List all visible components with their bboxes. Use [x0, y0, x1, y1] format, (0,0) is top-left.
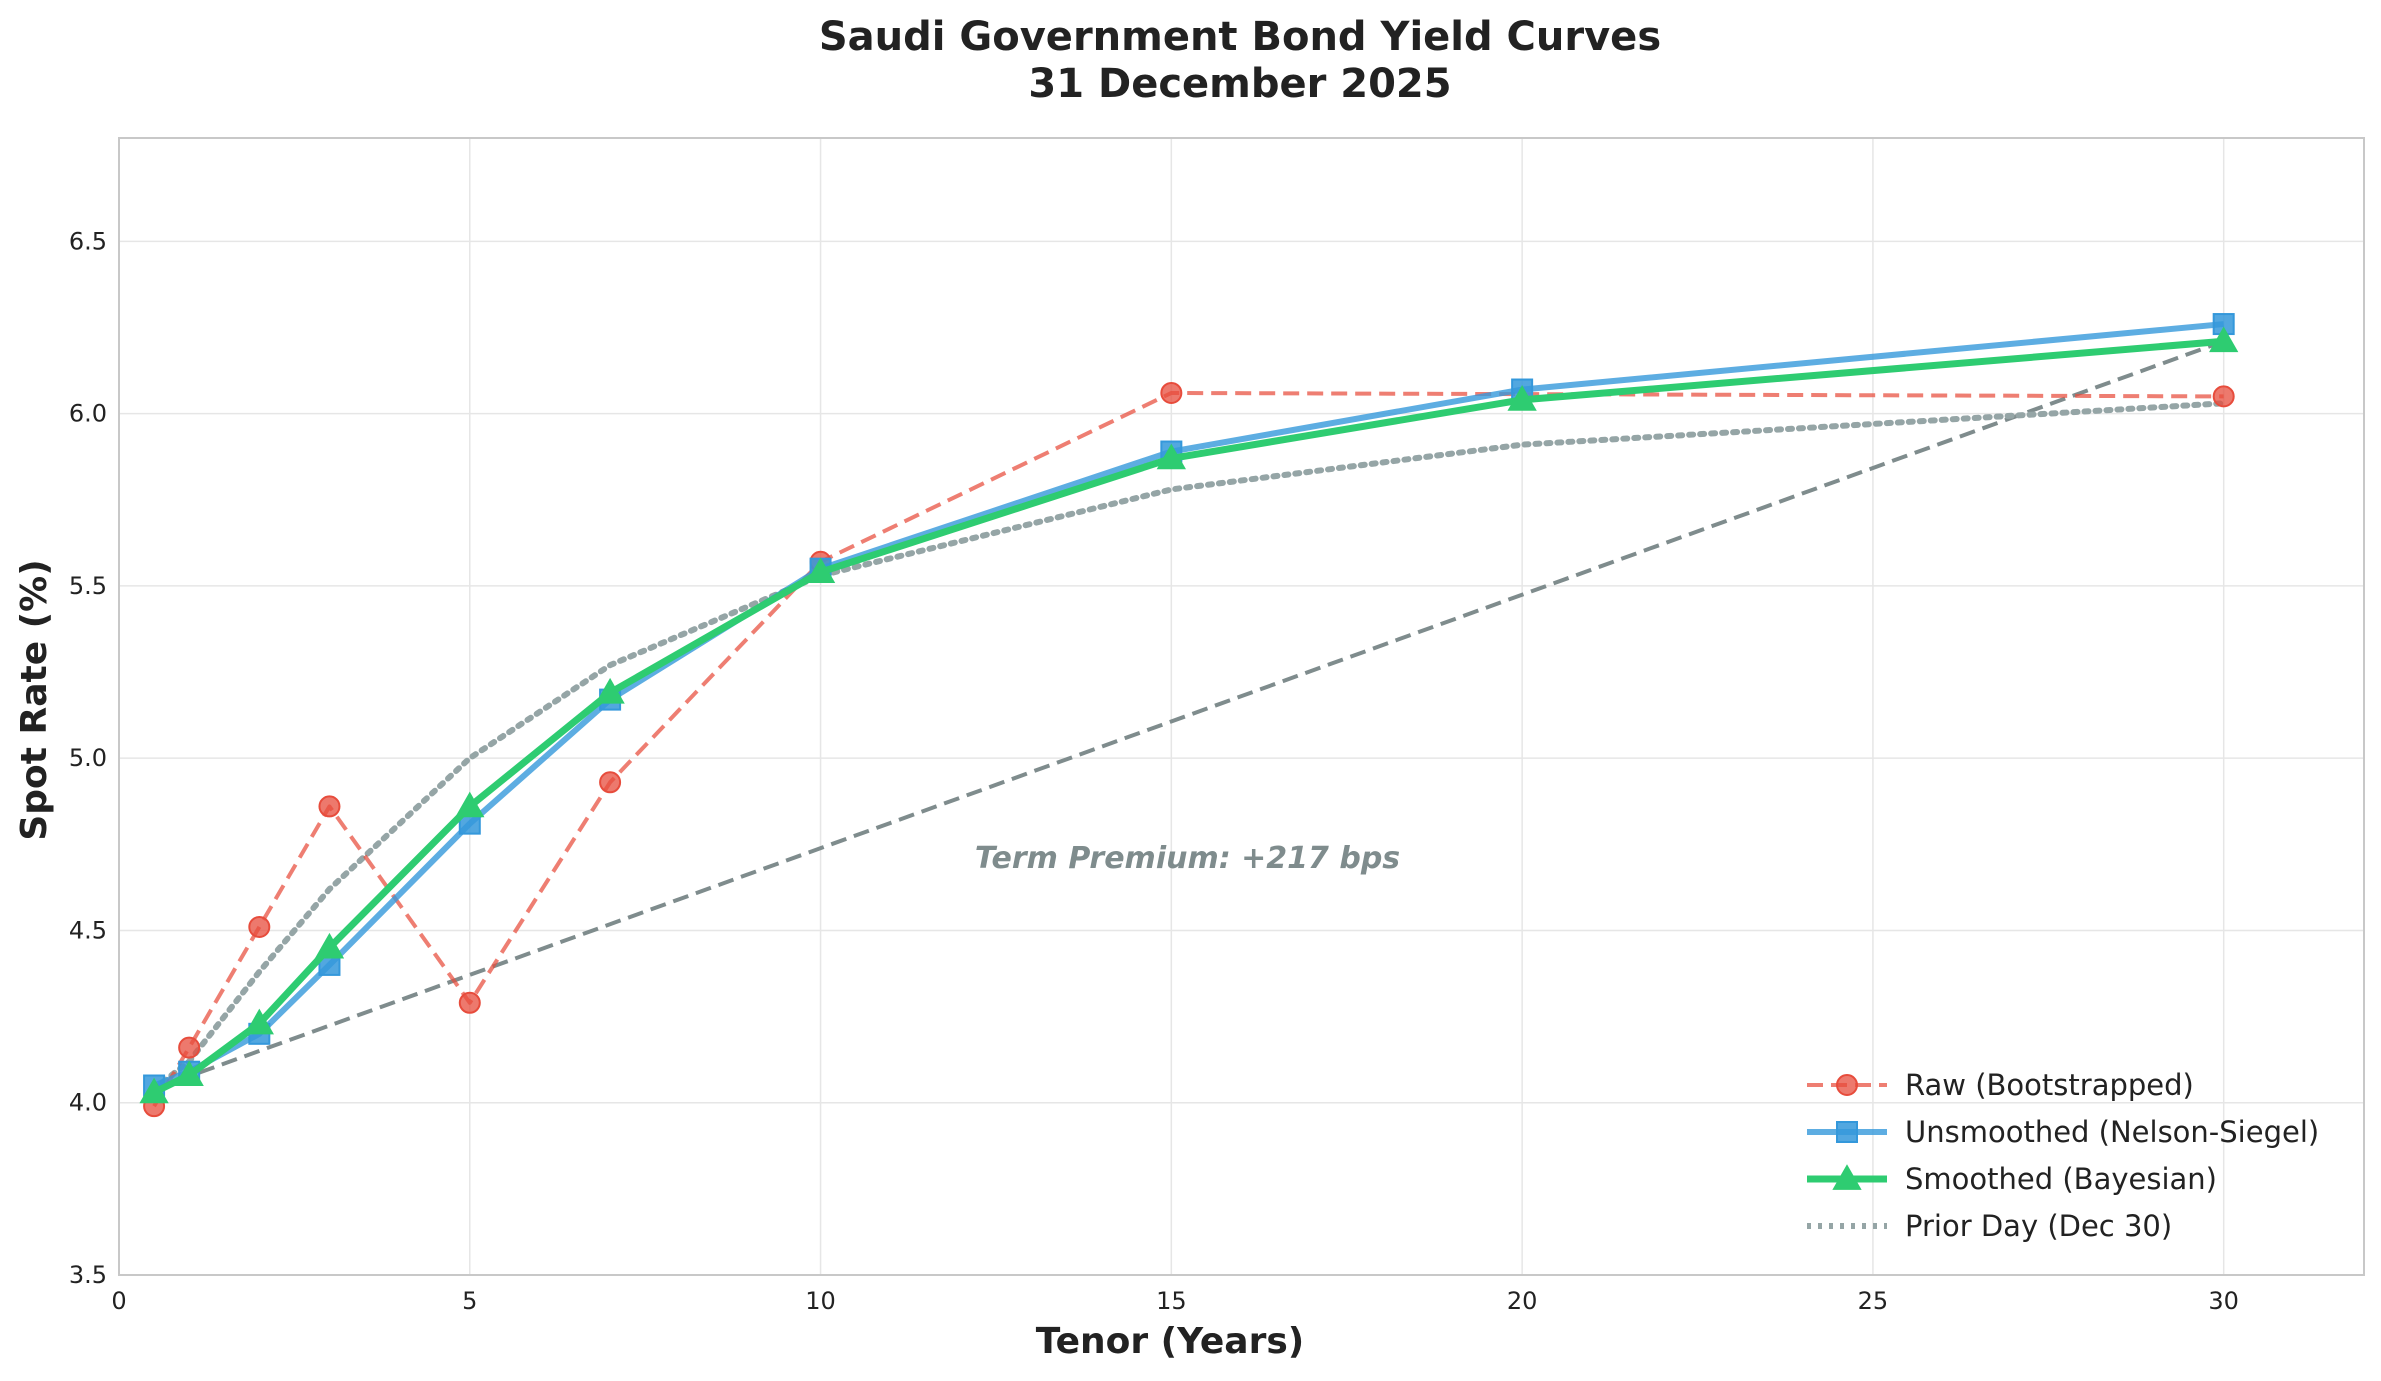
- legend-marker-smoothed-bayesian: [1832, 1164, 1862, 1190]
- legend-marker-unsmoothed-nelson-siegel: [1836, 1121, 1858, 1143]
- legend: Raw (Bootstrapped) Unsmoothed (Nelson-Sie…: [1807, 1068, 2319, 1243]
- x-tick-label: 10: [805, 1287, 836, 1315]
- y-tick-label: 4.5: [69, 916, 107, 944]
- y-tick-label: 5.5: [69, 572, 107, 600]
- plot-background: [119, 138, 2364, 1275]
- plot-frame: [118, 137, 2365, 1276]
- legend-label-smoothed-bayesian: Smoothed (Bayesian): [1905, 1162, 2217, 1196]
- series-smoothed-bayesian: [139, 326, 2239, 1104]
- legend-label-prior-day-dec-30: Prior Day (Dec 30): [1905, 1209, 2172, 1243]
- chart-subtitle: 31 December 2025: [1028, 61, 1451, 107]
- data-point-smoothed-bayesian: [314, 932, 345, 959]
- series-line-prior-day-dec-30: [151, 400, 2227, 1092]
- x-tick-label: 5: [462, 1287, 477, 1315]
- x-tick-label: 15: [1156, 1287, 1187, 1315]
- text-group: Saudi Government Bond Yield Curves 31 De…: [14, 14, 1661, 1362]
- y-tick-label: 5.0: [69, 744, 107, 772]
- grid: [118, 138, 2364, 1276]
- data-point-smoothed-bayesian: [805, 557, 836, 583]
- x-tick-label: 0: [111, 1287, 126, 1315]
- data-point-smoothed-bayesian: [174, 1060, 204, 1087]
- data-point-raw-bootstrapped: [318, 795, 341, 818]
- series-prior-day-dec-30: [151, 400, 2227, 1092]
- data-point-raw-bootstrapped: [599, 771, 622, 794]
- data-point-smoothed-bayesian: [595, 677, 625, 704]
- legend-label-raw-bootstrapped: Raw (Bootstrapped): [1905, 1068, 2194, 1102]
- y-axis-label: Spot Rate (%): [14, 559, 55, 840]
- axes: 0 5 10 15 20 25 30 3.5 4.0 4.5 5.0 5.5 6.0 6.5: [69, 137, 2365, 1315]
- data-point-smoothed-bayesian: [1156, 443, 1187, 470]
- series-line-smoothed-bayesian: [152, 337, 2224, 1096]
- data-point-smoothed-bayesian: [244, 1008, 274, 1035]
- x-tick-label: 20: [1507, 1287, 1538, 1315]
- data-point-smoothed-bayesian: [2209, 326, 2239, 353]
- data-point-smoothed-bayesian: [455, 791, 485, 818]
- x-axis-label: Tenor (Years): [1036, 1321, 1304, 1362]
- y-tick-label: 4.0: [69, 1089, 107, 1117]
- chart-title: Saudi Government Bond Yield Curves: [819, 14, 1661, 60]
- legend-label-unsmoothed-nelson-siegel: Unsmoothed (Nelson-Siegel): [1905, 1115, 2319, 1149]
- term-premium-line: [153, 339, 2225, 1091]
- data-point-raw-bootstrapped: [1160, 381, 1183, 404]
- term-premium-annotation: Term Premium: +217 bps: [975, 841, 1400, 876]
- legend-marker-raw-bootstrapped: [1836, 1074, 1858, 1096]
- data-point-raw-bootstrapped: [458, 991, 481, 1014]
- data-point-raw-bootstrapped: [2212, 385, 2235, 408]
- y-tick-label: 6.5: [69, 227, 107, 255]
- y-tick-label: 3.5: [69, 1261, 107, 1289]
- data-point-smoothed-bayesian: [139, 1077, 169, 1104]
- x-tick-label: 25: [1858, 1287, 1889, 1315]
- data-point-raw-bootstrapped: [248, 916, 271, 939]
- x-tick-label: 30: [2208, 1287, 2239, 1315]
- series-group: [139, 313, 2239, 1118]
- data-point-smoothed-bayesian: [1507, 385, 1537, 411]
- data-point-raw-bootstrapped: [178, 1036, 201, 1059]
- y-tick-label: 6.0: [69, 400, 107, 428]
